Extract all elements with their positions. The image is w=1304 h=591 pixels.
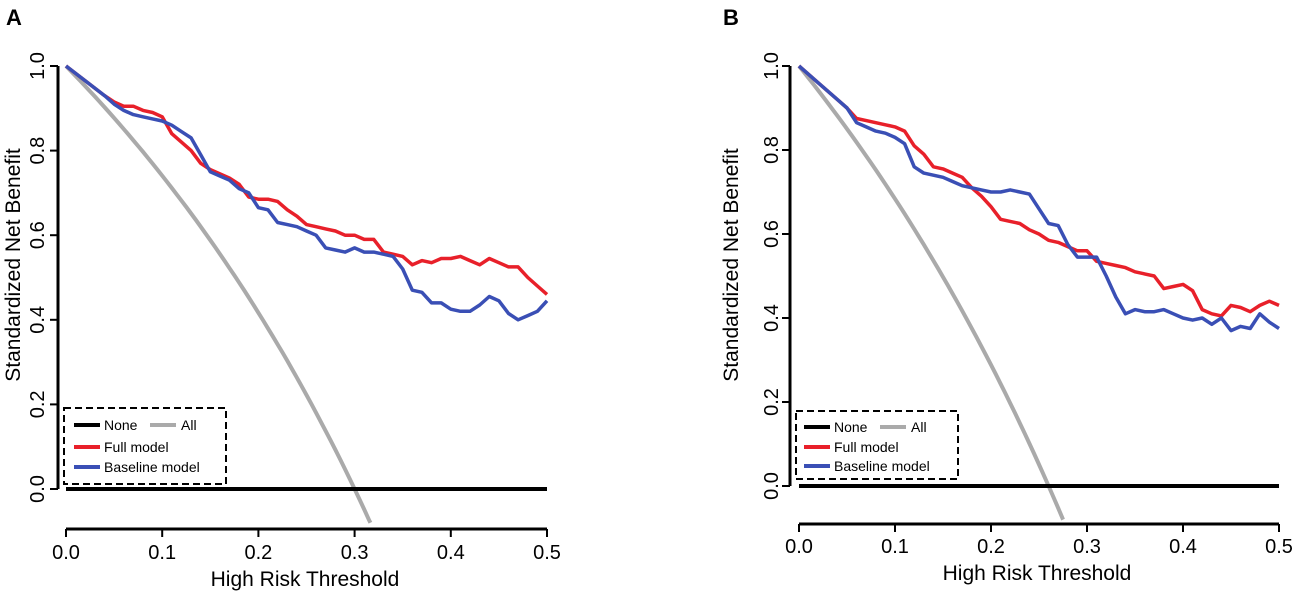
x-tick-label: 0.2 [977, 536, 1005, 558]
y-tick-label: 0.8 [27, 137, 49, 165]
x-tick-label: 0.3 [1073, 536, 1101, 558]
legend-none-label: None [834, 419, 868, 435]
y-tick-label: 0.4 [761, 304, 783, 332]
legend-all-label: All [911, 419, 927, 435]
legend-all-label: All [181, 417, 197, 433]
y-tick-label: 0.8 [761, 136, 783, 164]
legend-box [795, 410, 959, 480]
x-axis-label: High Risk Threshold [211, 568, 400, 591]
legend-box [63, 407, 227, 485]
y-tick-label: 0.2 [761, 388, 783, 416]
y-tick-label: 0.0 [761, 472, 783, 500]
legend-full-label: Full model [834, 439, 899, 455]
plot-area [56, 64, 549, 531]
y-tick-labels: 0.0 0.2 0.4 0.6 0.8 1.0 [761, 52, 790, 500]
series-all-line [797, 64, 1065, 521]
x-tick-label: 0.5 [533, 542, 561, 564]
panel-label: B [723, 5, 739, 30]
panel-label: A [6, 5, 22, 30]
legend-baseline-label: Baseline model [104, 459, 200, 475]
x-tick-label: 0.1 [881, 536, 909, 558]
legend-full-label: Full model [104, 439, 169, 455]
x-tick-label: 0.2 [244, 542, 272, 564]
legend-baseline-label: Baseline model [834, 458, 930, 474]
x-tick-label: 0.1 [148, 542, 176, 564]
x-axis-label: High Risk Threshold [943, 562, 1132, 585]
y-tick-label: 0.4 [27, 306, 49, 334]
x-tick-label: 0.4 [437, 542, 465, 564]
x-tick-labels: 0.0 0.1 0.2 0.3 0.4 0.5 [52, 529, 561, 564]
panel-a: A 0.00.20.40.60.81.0 0.0 0.1 0.2 0.3 0.4 0.5 … [2, 5, 561, 591]
series-baseline-line [64, 64, 549, 322]
y-tick-label: 1.0 [27, 52, 49, 80]
x-tick-label: 0.3 [341, 542, 369, 564]
x-tick-label: 0.0 [52, 542, 80, 564]
x-tick-labels: 0.0 0.1 0.2 0.3 0.4 0.5 [785, 524, 1293, 558]
x-tick-label: 0.5 [1265, 536, 1293, 558]
x-tick-label: 0.0 [785, 536, 813, 558]
x-tick-label: 0.4 [1169, 536, 1197, 558]
panel-b: B 0.00.20.40.60.81.0 0.0 0.1 0.2 0.3 0.4 0.5 … [720, 5, 1293, 585]
y-tick-label: 0.6 [27, 221, 49, 249]
y-tick-label: 0.2 [27, 390, 49, 418]
series-full-line [797, 64, 1280, 318]
legend: None All Full model Baseline model [795, 410, 959, 480]
series-baseline-line [797, 64, 1280, 333]
plot-area [788, 64, 1280, 526]
y-tick-labels: 0.0 0.2 0.4 0.6 0.8 1.0 [27, 52, 58, 503]
y-tick-label: 0.0 [27, 475, 49, 503]
y-axis-label: Standardized Net Benefit [720, 148, 743, 382]
legend: None All Full model Baseline model [63, 407, 227, 485]
series-all-line [64, 64, 373, 524]
series-full-line [64, 64, 549, 296]
y-tick-label: 0.6 [761, 220, 783, 248]
y-tick-label: 1.0 [761, 52, 783, 80]
legend-none-label: None [104, 417, 138, 433]
y-axis-label: Standardized Net Benefit [2, 148, 25, 382]
